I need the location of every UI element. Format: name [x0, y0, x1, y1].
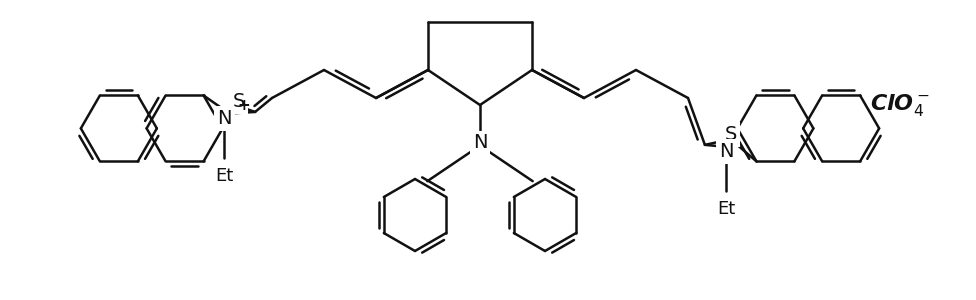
Text: N: N	[217, 109, 231, 128]
Text: S: S	[232, 92, 245, 111]
Text: ClO$_4^-$: ClO$_4^-$	[870, 92, 929, 118]
Text: N: N	[719, 142, 733, 161]
Text: N: N	[472, 134, 487, 152]
Text: Et: Et	[216, 167, 233, 185]
Text: S: S	[724, 125, 737, 144]
Text: Et: Et	[717, 200, 735, 218]
Text: +: +	[237, 98, 250, 113]
